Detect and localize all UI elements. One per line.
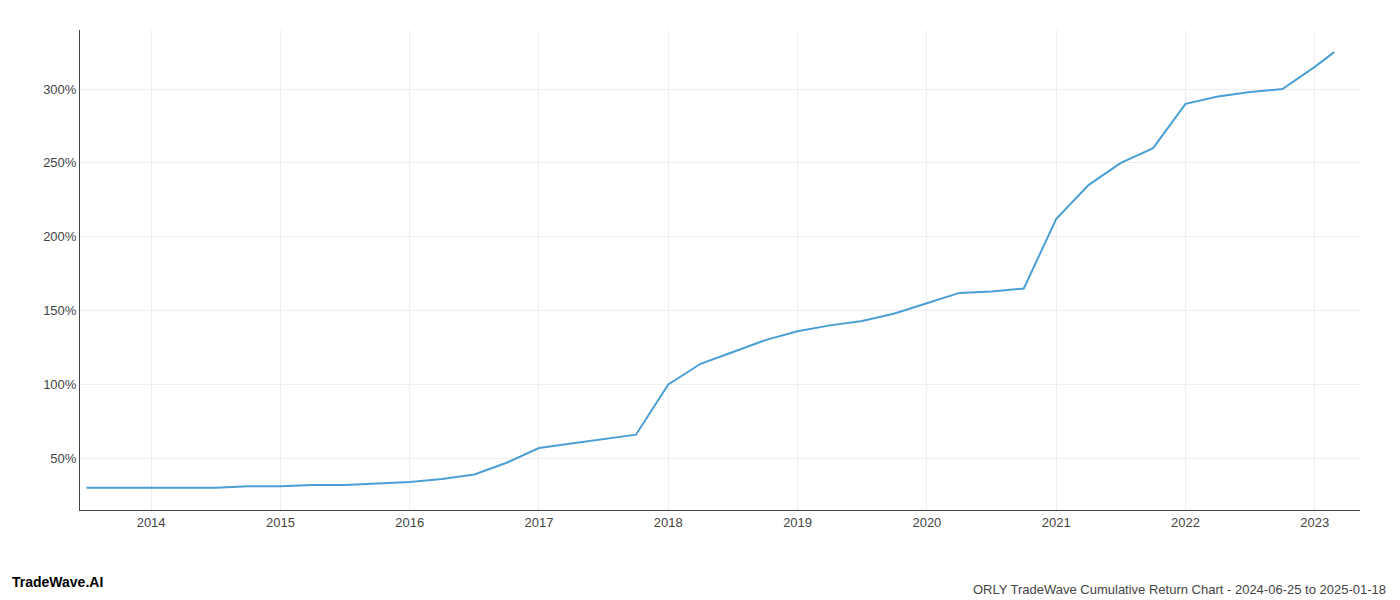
svg-text:2022: 2022: [1171, 515, 1200, 530]
svg-text:50%: 50%: [50, 451, 76, 466]
svg-text:2023: 2023: [1300, 515, 1329, 530]
svg-text:2017: 2017: [525, 515, 554, 530]
svg-text:2020: 2020: [912, 515, 941, 530]
svg-text:2015: 2015: [266, 515, 295, 530]
svg-text:2019: 2019: [783, 515, 812, 530]
svg-text:2014: 2014: [137, 515, 166, 530]
svg-text:2018: 2018: [654, 515, 683, 530]
svg-text:250%: 250%: [43, 155, 77, 170]
svg-text:2021: 2021: [1042, 515, 1071, 530]
svg-text:2016: 2016: [395, 515, 424, 530]
svg-text:ORLY TradeWave Cumulative Retu: ORLY TradeWave Cumulative Return Chart -…: [973, 582, 1386, 597]
svg-text:300%: 300%: [43, 82, 77, 97]
svg-text:TradeWave.AI: TradeWave.AI: [12, 574, 103, 590]
svg-text:200%: 200%: [43, 229, 77, 244]
svg-text:100%: 100%: [43, 377, 77, 392]
svg-text:150%: 150%: [43, 303, 77, 318]
